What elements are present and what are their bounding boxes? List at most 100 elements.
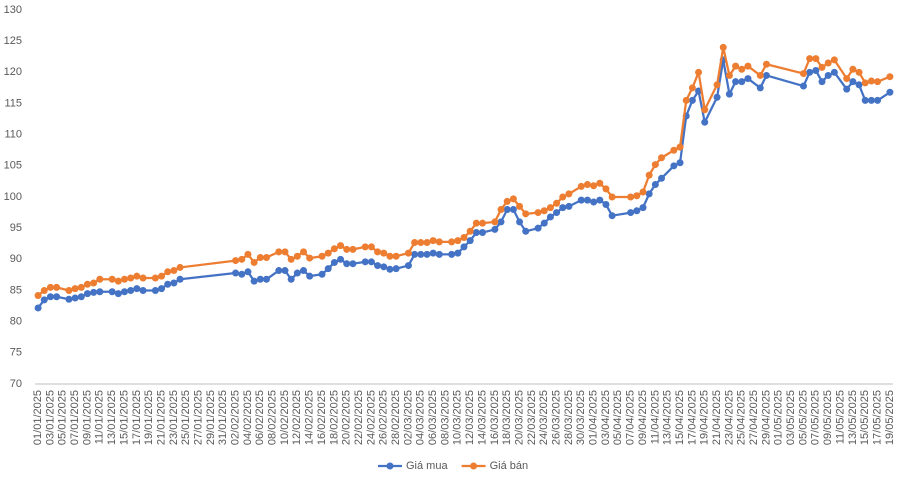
point bbox=[300, 248, 308, 256]
x-tick-label: 28/03/2025 bbox=[563, 390, 575, 445]
point bbox=[658, 174, 666, 182]
point bbox=[812, 66, 820, 74]
x-tick-label: 05/01/2025 bbox=[57, 390, 69, 445]
point bbox=[238, 255, 246, 263]
x-tick-label: 24/03/2025 bbox=[538, 390, 550, 445]
point bbox=[343, 245, 351, 253]
point bbox=[799, 82, 807, 90]
point bbox=[262, 253, 270, 261]
point bbox=[565, 190, 573, 198]
point bbox=[509, 195, 517, 203]
x-tick-label: 11/05/2025 bbox=[834, 390, 846, 444]
point bbox=[417, 239, 425, 247]
y-tick-label: 100 bbox=[4, 191, 22, 203]
point bbox=[65, 295, 73, 303]
series-line bbox=[179, 271, 236, 281]
point bbox=[583, 196, 591, 204]
series-line bbox=[703, 96, 719, 123]
series-line bbox=[697, 90, 706, 123]
x-tick-label: 24/02/2025 bbox=[365, 390, 377, 445]
x-tick-label: 09/04/2025 bbox=[637, 390, 649, 445]
y-tick-label: 85 bbox=[10, 284, 22, 296]
point bbox=[83, 280, 91, 288]
point bbox=[77, 283, 85, 291]
x-tick-label: 19/04/2025 bbox=[699, 390, 711, 445]
point bbox=[454, 249, 462, 257]
point bbox=[812, 55, 820, 63]
x-tick-label: 06/03/2025 bbox=[427, 390, 439, 445]
x-tick-label: 02/03/2025 bbox=[402, 390, 414, 445]
point bbox=[818, 78, 826, 86]
x-tick-label: 22/03/2025 bbox=[526, 390, 538, 445]
point bbox=[627, 193, 635, 201]
point bbox=[886, 88, 894, 96]
point bbox=[670, 146, 678, 154]
series-line bbox=[678, 100, 688, 148]
point bbox=[349, 260, 357, 268]
point bbox=[151, 274, 159, 282]
series-line bbox=[715, 47, 725, 85]
point bbox=[429, 249, 437, 257]
point bbox=[645, 190, 653, 198]
point bbox=[762, 60, 770, 68]
point bbox=[559, 204, 567, 212]
point bbox=[701, 118, 709, 126]
point bbox=[127, 287, 135, 294]
point bbox=[688, 96, 696, 104]
series-line bbox=[833, 59, 848, 80]
point bbox=[454, 237, 462, 245]
point bbox=[725, 90, 733, 98]
point bbox=[170, 279, 178, 287]
point bbox=[287, 275, 295, 283]
point bbox=[590, 182, 598, 190]
x-tick-label: 15/05/2025 bbox=[859, 390, 871, 445]
x-tick-label: 30/03/2025 bbox=[575, 390, 587, 445]
point bbox=[324, 249, 332, 257]
x-tick-label: 12/02/2025 bbox=[291, 390, 303, 445]
point bbox=[596, 179, 604, 187]
point bbox=[417, 250, 425, 258]
point bbox=[151, 287, 159, 294]
x-tick-label: 16/03/2025 bbox=[489, 390, 501, 445]
point bbox=[886, 73, 894, 81]
point bbox=[287, 255, 295, 263]
point bbox=[503, 197, 511, 205]
legend-label: Giá bán bbox=[490, 460, 529, 472]
point bbox=[139, 287, 147, 294]
point bbox=[250, 258, 258, 266]
point bbox=[386, 265, 394, 273]
x-tick-label: 13/04/2025 bbox=[662, 390, 674, 445]
point bbox=[725, 71, 733, 79]
point bbox=[448, 238, 456, 246]
point bbox=[602, 200, 610, 208]
legend-marker bbox=[386, 462, 394, 470]
x-tick-label: 19/05/2025 bbox=[884, 390, 896, 445]
point bbox=[596, 196, 604, 204]
point bbox=[509, 205, 517, 213]
point bbox=[633, 192, 641, 200]
x-tick-label: 11/01/2025 bbox=[94, 390, 106, 444]
point bbox=[83, 290, 91, 298]
point bbox=[849, 65, 857, 73]
point bbox=[306, 272, 314, 280]
point bbox=[577, 182, 585, 190]
x-tick-label: 21/01/2025 bbox=[155, 390, 167, 445]
point bbox=[411, 250, 419, 258]
point bbox=[479, 219, 487, 227]
point bbox=[565, 202, 573, 210]
point bbox=[861, 79, 869, 87]
point bbox=[337, 255, 345, 263]
point bbox=[849, 78, 857, 86]
point bbox=[392, 265, 400, 273]
point bbox=[164, 280, 172, 288]
point bbox=[713, 93, 721, 101]
point bbox=[682, 96, 690, 104]
point bbox=[367, 243, 375, 251]
x-tick-label: 26/03/2025 bbox=[550, 390, 562, 445]
point bbox=[522, 227, 530, 235]
point bbox=[121, 275, 129, 283]
x-tick-label: 17/04/2025 bbox=[686, 390, 698, 445]
point bbox=[830, 68, 838, 76]
y-tick-label: 80 bbox=[10, 316, 22, 328]
